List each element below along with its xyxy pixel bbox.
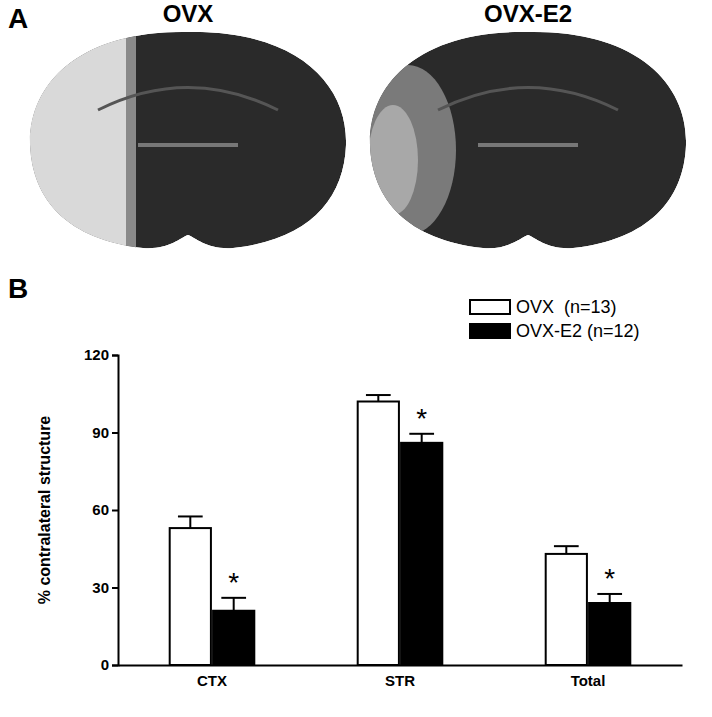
tick-mark	[112, 355, 118, 357]
legend-entry: OVX (n=13)	[470, 297, 617, 317]
legend-entry: OVX-E2 (n=12)	[470, 321, 640, 341]
tick-label: Total	[571, 672, 606, 689]
tick-label: 0	[101, 656, 109, 673]
legend-swatch	[470, 300, 510, 314]
brain-section	[18, 20, 346, 260]
ventricle	[138, 143, 238, 147]
ventricle-outline	[98, 88, 278, 111]
tick-label: 90	[92, 424, 109, 441]
error-whisker	[421, 434, 423, 443]
y-axis: 0 30 60 90 120	[84, 346, 119, 673]
legend-label: OVX-E2 (n=12)	[516, 321, 640, 341]
axis-title: % contralateral structure	[36, 416, 53, 605]
legend-swatch	[470, 324, 510, 338]
bar	[213, 611, 254, 665]
error-bar	[221, 598, 246, 611]
significance-mark: *	[604, 563, 615, 594]
infarct-region	[18, 20, 126, 260]
tick: 90	[92, 424, 118, 441]
x-axis: CTX STR Total	[119, 666, 683, 690]
error-whisker	[565, 546, 567, 554]
error-whisker	[189, 516, 191, 528]
figure: A OVX OVX-E2 B 0 30 60 90 120 CTX STR Total % contra…	[0, 0, 712, 717]
error-bar	[178, 516, 203, 528]
tick-mark	[112, 510, 118, 512]
brain-section	[360, 32, 686, 248]
infarct-edge	[126, 20, 136, 260]
tick: CTX	[197, 672, 227, 689]
tick: 30	[92, 579, 118, 596]
bar	[401, 443, 442, 665]
tick-label: CTX	[197, 672, 227, 689]
infarct-core	[368, 105, 418, 215]
significance-mark: *	[228, 567, 239, 598]
tick-mark	[112, 665, 118, 667]
error-bar	[409, 434, 434, 443]
tick-label: 30	[92, 579, 109, 596]
image-title: OVX-E2	[484, 0, 572, 27]
error-bar	[554, 546, 579, 554]
tick-mark	[112, 432, 118, 434]
tick: 120	[84, 346, 118, 363]
image-title: OVX	[163, 0, 214, 27]
plot-area	[170, 395, 631, 665]
error-cap	[554, 545, 579, 547]
tick-label: 60	[92, 501, 109, 518]
axis-line	[112, 356, 119, 666]
tick: 60	[92, 501, 118, 518]
error-cap	[366, 394, 391, 396]
significance-mark: *	[416, 403, 427, 434]
legend-label: OVX (n=13)	[516, 297, 617, 317]
ventricle	[478, 143, 578, 147]
error-bar	[366, 395, 391, 401]
error-whisker	[233, 598, 235, 611]
tick-label: 120	[84, 346, 109, 363]
tick: STR	[385, 672, 415, 689]
infarct-region	[360, 65, 456, 235]
tick-mark	[112, 587, 118, 589]
bar	[546, 554, 587, 665]
error-bar	[597, 594, 622, 603]
bar	[589, 603, 630, 665]
tick: 0	[101, 656, 118, 673]
panel-label: A	[8, 3, 28, 34]
error-cap	[178, 515, 203, 517]
ventricle-outline	[438, 88, 618, 111]
panel-label: B	[8, 273, 28, 304]
tick: Total	[571, 672, 606, 689]
bar	[358, 402, 399, 666]
error-whisker	[609, 594, 611, 603]
legend: OVX (n=13) OVX-E2 (n=12)	[470, 297, 640, 341]
bar	[170, 528, 211, 665]
tick-label: STR	[385, 672, 415, 689]
